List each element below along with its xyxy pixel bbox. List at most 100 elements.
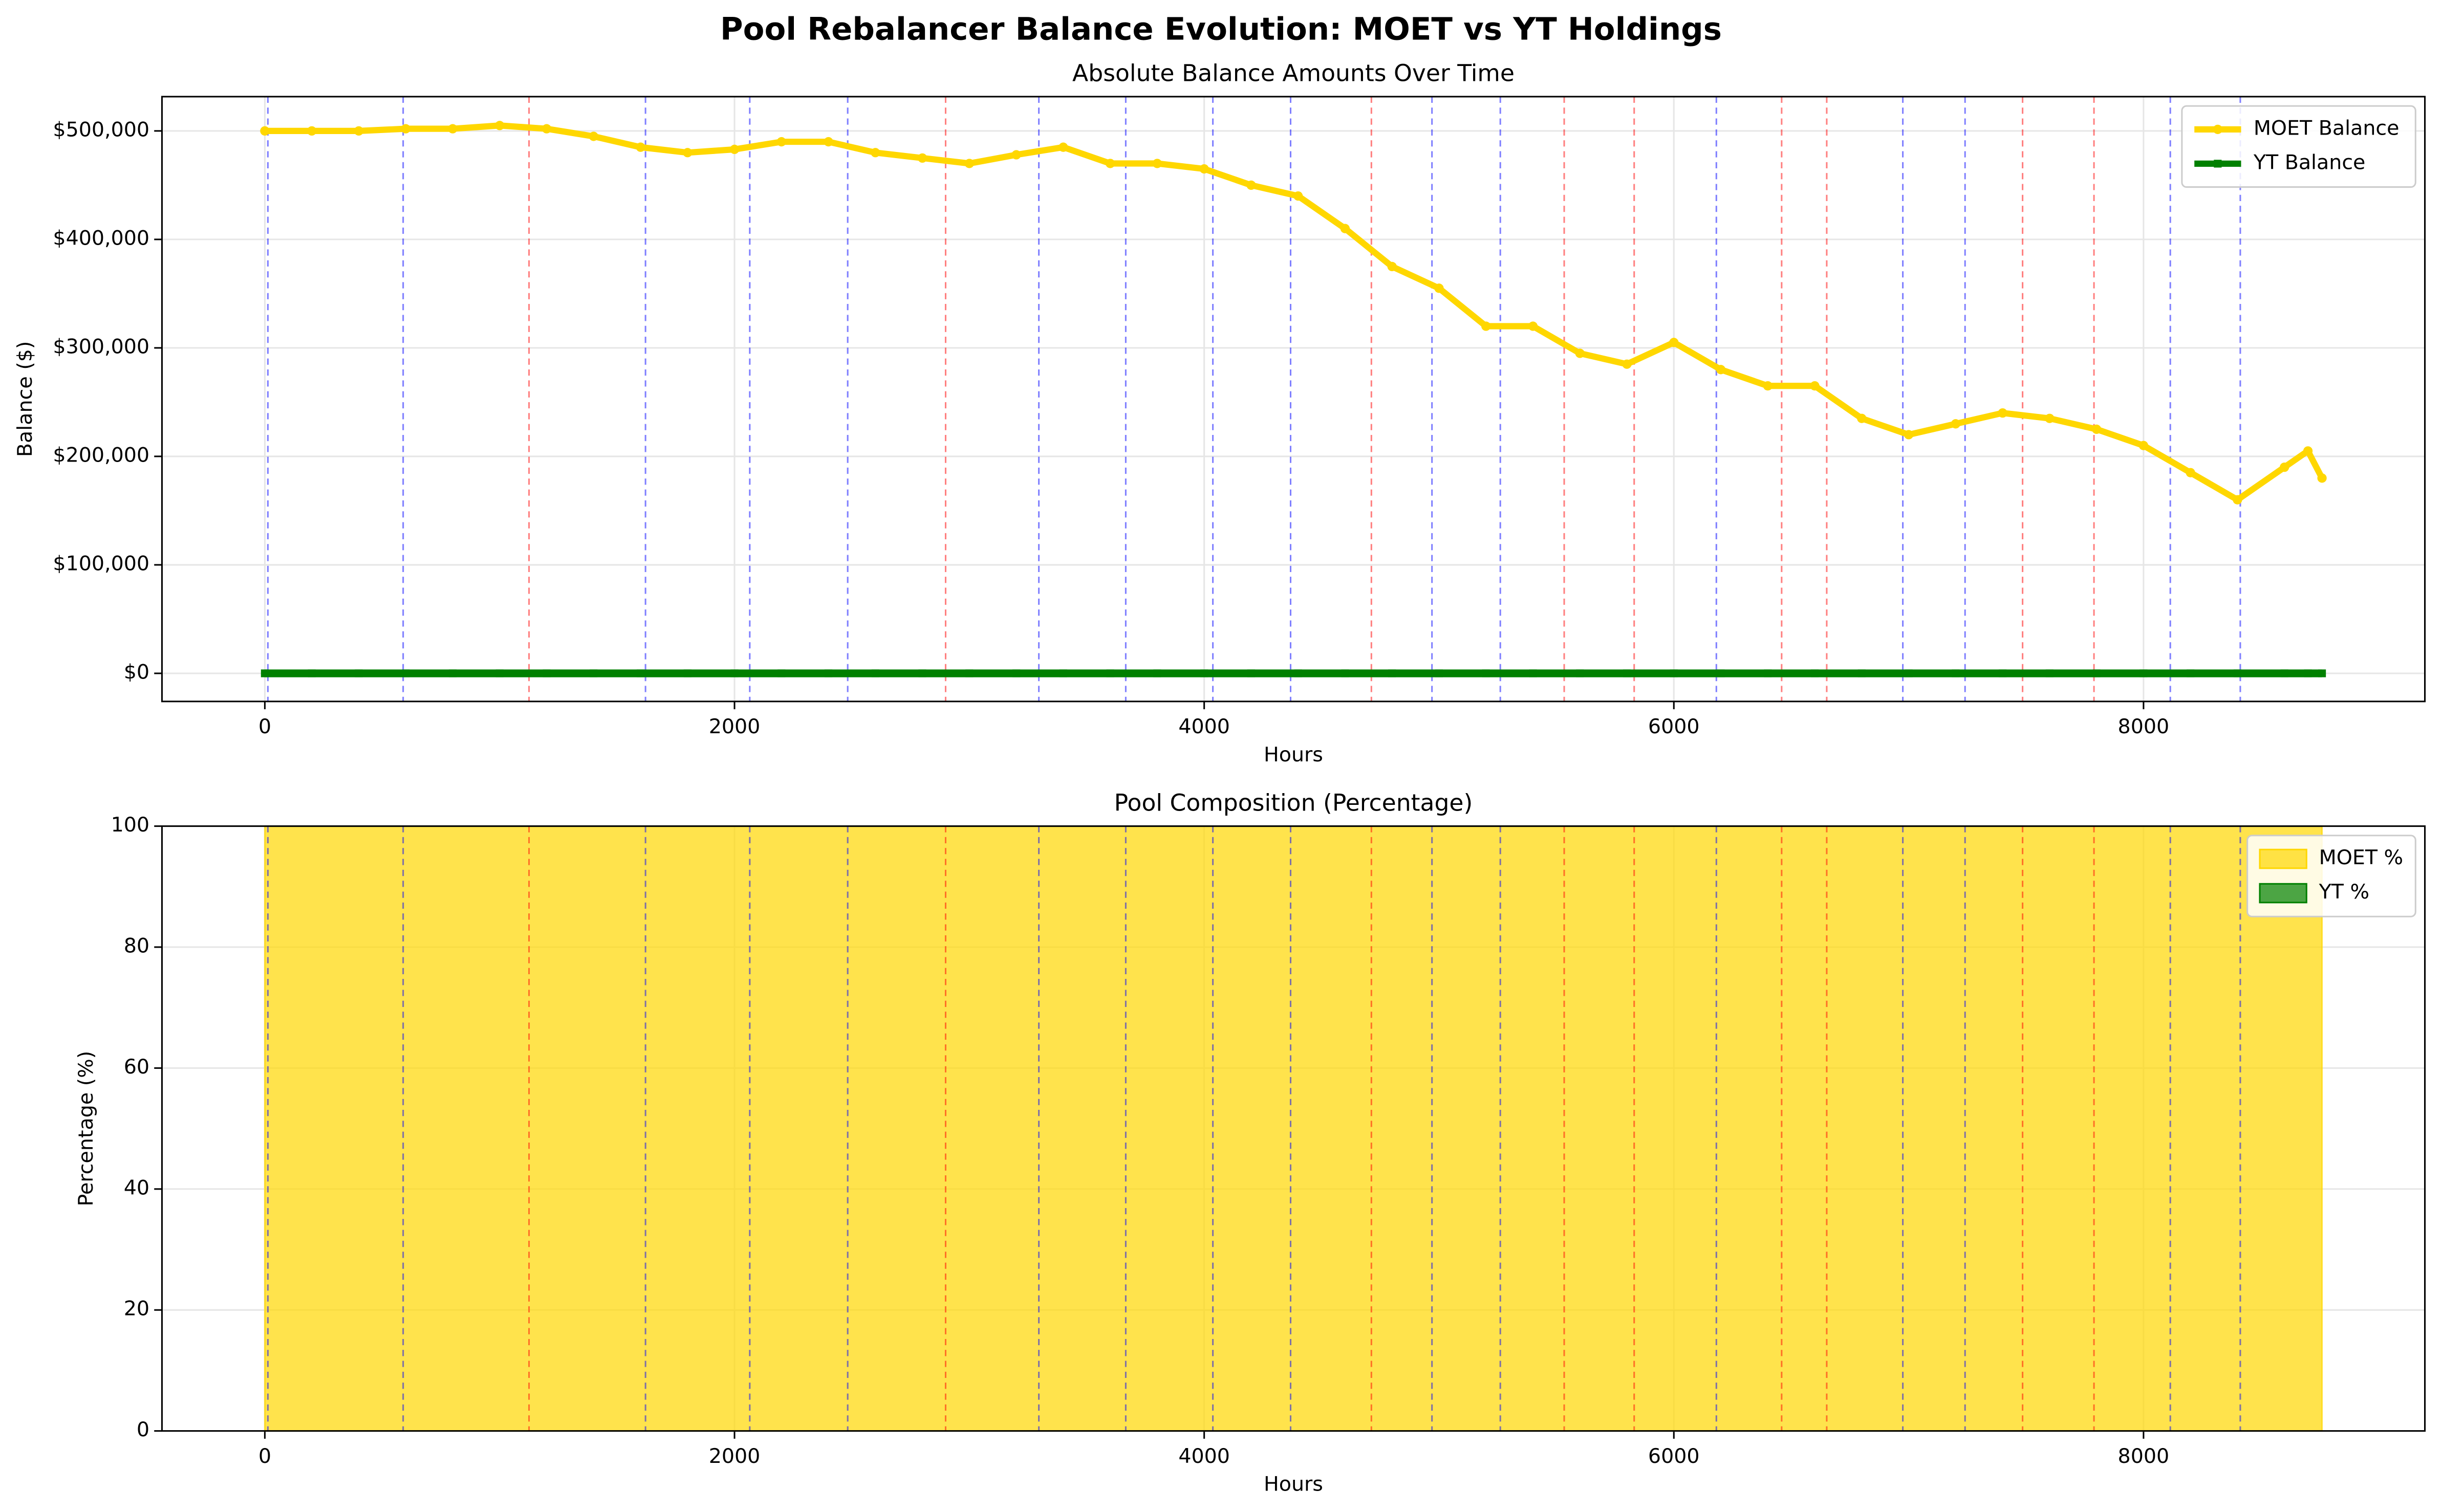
point-marker: [495, 121, 505, 130]
point-marker: [1012, 669, 1021, 677]
point-marker: [871, 148, 880, 158]
point-marker: [495, 669, 504, 677]
point-marker: [1153, 669, 1161, 677]
point-marker: [2186, 468, 2195, 477]
point-marker: [1951, 419, 1960, 429]
y-tick-label: $200,000: [53, 443, 149, 467]
point-marker: [2280, 669, 2288, 677]
point-marker: [401, 124, 410, 134]
y-tick-label: $500,000: [53, 118, 149, 141]
point-marker: [1058, 142, 1068, 152]
point-marker: [2233, 495, 2242, 505]
point-marker: [261, 669, 269, 677]
point-marker: [1481, 321, 1491, 331]
point-marker: [917, 153, 927, 163]
point-marker: [2045, 669, 2054, 677]
point-marker: [2138, 441, 2149, 450]
point-marker: [1482, 669, 1490, 677]
point-marker: [1623, 669, 1631, 677]
x-tick-label: 6000: [1648, 715, 1700, 738]
x-tick-label: 0: [258, 715, 271, 738]
point-marker: [1575, 348, 1585, 358]
point-marker: [2233, 669, 2242, 677]
point-marker: [1529, 669, 1537, 677]
axes-title: Absolute Balance Amounts Over Time: [1072, 60, 1515, 87]
point-marker: [683, 148, 693, 158]
point-marker: [1200, 669, 1208, 677]
point-marker: [636, 669, 645, 677]
point-marker: [1106, 669, 1114, 677]
point-marker: [2318, 669, 2326, 677]
point-marker: [1435, 669, 1443, 677]
point-marker: [2092, 669, 2101, 677]
point-marker: [729, 144, 740, 155]
point-marker: [1528, 321, 1538, 331]
point-marker: [2304, 669, 2312, 677]
point-marker: [308, 669, 316, 677]
figure-title: Pool Rebalancer Balance Evolution: MOET …: [720, 11, 1722, 47]
point-marker: [1199, 164, 1209, 174]
point-marker: [1857, 669, 1866, 677]
area: [264, 825, 2323, 1432]
point-marker: [1387, 261, 1397, 272]
point-marker: [1059, 669, 1067, 677]
point-marker: [2303, 446, 2313, 456]
x-axis-label: Hours: [1264, 1473, 1323, 1496]
point-marker: [1857, 413, 1867, 423]
point-marker: [636, 142, 645, 152]
legend-label: YT Balance: [2253, 150, 2366, 174]
point-marker: [871, 669, 879, 677]
x-tick-label: 8000: [2118, 1444, 2170, 1468]
point-marker: [824, 137, 833, 147]
legend-label: MOET Balance: [2254, 116, 2400, 140]
y-tick-label: $0: [124, 660, 149, 684]
point-marker: [448, 124, 458, 134]
point-marker: [1904, 430, 1914, 440]
point-marker: [1576, 669, 1584, 677]
x-tick-label: 2000: [709, 715, 761, 738]
point-marker: [1622, 359, 1632, 369]
point-marker: [448, 669, 457, 677]
legend-marker: [2214, 160, 2222, 168]
legend-label: YT %: [2319, 880, 2369, 904]
y-tick-label: 60: [124, 1055, 149, 1079]
y-axis-label: Percentage (%): [74, 1051, 98, 1207]
point-marker: [918, 669, 926, 677]
y-axis-label: Balance ($): [13, 341, 37, 457]
point-marker: [2091, 424, 2102, 434]
x-axis-label: Hours: [1264, 743, 1323, 766]
point-marker: [542, 124, 552, 134]
point-marker: [1716, 365, 1726, 375]
point-marker: [730, 669, 739, 677]
y-tick-label: 100: [111, 813, 149, 837]
point-marker: [1763, 381, 1773, 391]
point-marker: [1998, 408, 2007, 418]
point-marker: [965, 669, 974, 677]
legend-marker: [2213, 124, 2222, 134]
point-marker: [355, 669, 363, 677]
point-marker: [683, 669, 691, 677]
legend-label: MOET %: [2319, 846, 2404, 869]
point-marker: [307, 126, 317, 136]
point-marker: [2317, 473, 2327, 483]
point-marker: [1905, 669, 1913, 677]
point-marker: [1998, 669, 2007, 677]
point-marker: [1294, 669, 1302, 677]
point-marker: [1247, 669, 1256, 677]
x-tick-label: 2000: [709, 1444, 761, 1468]
point-marker: [1246, 180, 1256, 190]
y-tick-label: 0: [137, 1418, 149, 1441]
point-marker: [1105, 159, 1115, 168]
y-tick-label: $400,000: [53, 226, 149, 250]
y-tick-label: $300,000: [53, 335, 149, 358]
point-marker: [1340, 224, 1350, 233]
point-marker: [590, 669, 598, 677]
point-marker: [2280, 462, 2289, 472]
point-marker: [1952, 669, 1960, 677]
point-marker: [1011, 150, 1021, 160]
point-marker: [354, 126, 364, 136]
point-marker: [1669, 338, 1679, 347]
y-tick-label: 20: [124, 1297, 149, 1321]
